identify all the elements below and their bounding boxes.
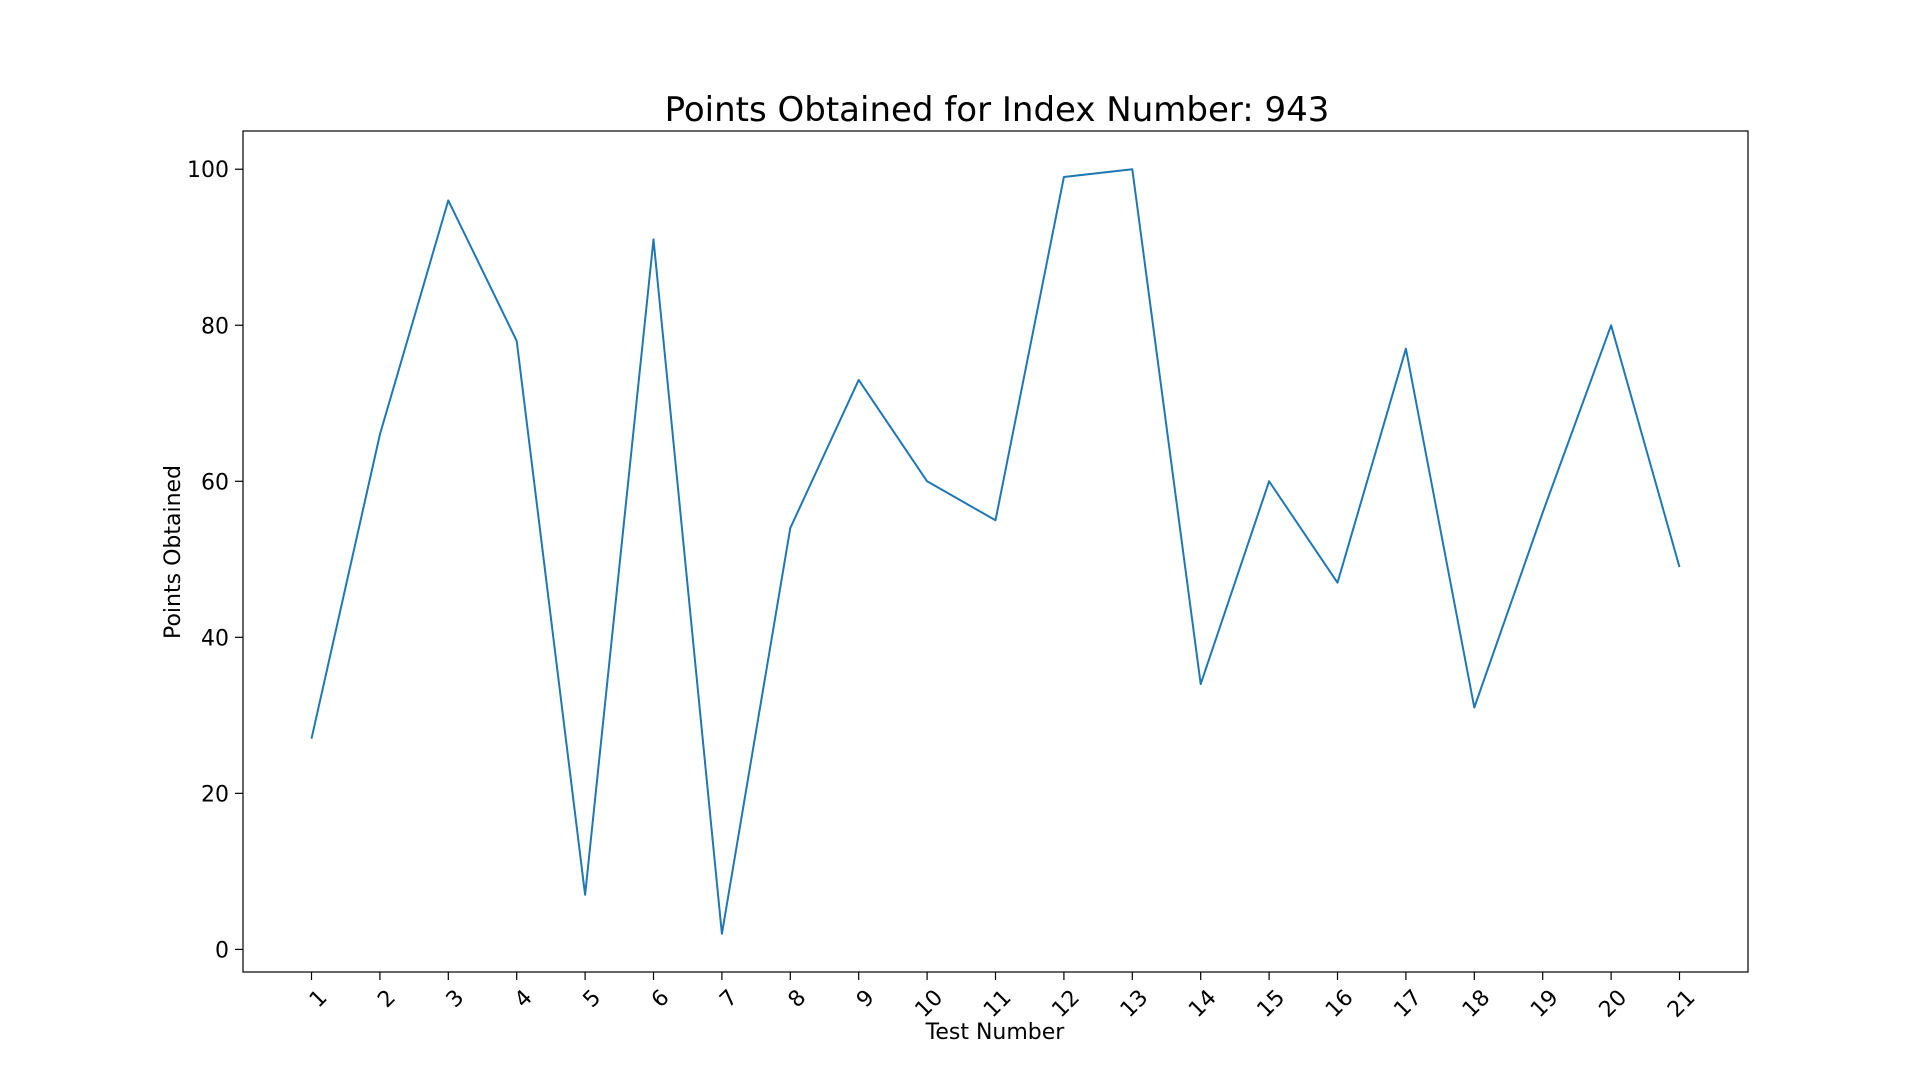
chart-title: Points Obtained for Index Number: 943 (665, 90, 1330, 130)
x-tick-label: 15 (1253, 985, 1290, 1022)
x-tick-label: 16 (1321, 985, 1358, 1022)
x-tick-label: 6 (647, 985, 675, 1013)
y-axis-label: Points Obtained (161, 465, 186, 639)
x-tick-label: 18 (1458, 985, 1495, 1022)
y-tick-label: 60 (201, 470, 229, 495)
x-tick-label: 5 (579, 985, 607, 1013)
x-tick-label: 19 (1526, 985, 1563, 1022)
x-tick-label: 21 (1663, 985, 1700, 1022)
x-tick-label: 9 (852, 985, 880, 1013)
x-tick-label: 2 (373, 985, 401, 1013)
x-tick-label: 10 (911, 985, 948, 1022)
y-axis: 0 20 40 60 80 100 (187, 158, 243, 963)
series-layer (310, 168, 1681, 935)
x-tick-label: 11 (979, 985, 1016, 1022)
x-tick-label: 17 (1389, 985, 1426, 1022)
series-line (310, 168, 1681, 935)
x-tick-label: 13 (1116, 985, 1153, 1022)
y-tick-label: 80 (201, 314, 229, 339)
x-tick-label: 8 (784, 985, 812, 1013)
x-tick-label: 3 (442, 985, 470, 1013)
x-tick-label: 14 (1184, 985, 1221, 1022)
x-tick-label: 12 (1047, 985, 1084, 1022)
x-tick-label: 4 (510, 985, 538, 1013)
x-axis: 1 2 3 4 5 6 7 8 9 10 11 12 13 14 15 16 17 18 19 20 21 (305, 972, 1700, 1023)
y-tick-label: 40 (201, 626, 229, 651)
x-tick-label: 20 (1595, 985, 1632, 1022)
y-tick-label: 20 (201, 782, 229, 807)
plot-area-frame (242, 130, 1749, 973)
x-tick-label: 7 (715, 985, 743, 1013)
x-axis-label: Test Number (925, 1020, 1066, 1045)
y-tick-label: 0 (215, 938, 229, 963)
y-tick-label: 100 (187, 158, 229, 183)
x-tick-label: 1 (305, 985, 333, 1013)
